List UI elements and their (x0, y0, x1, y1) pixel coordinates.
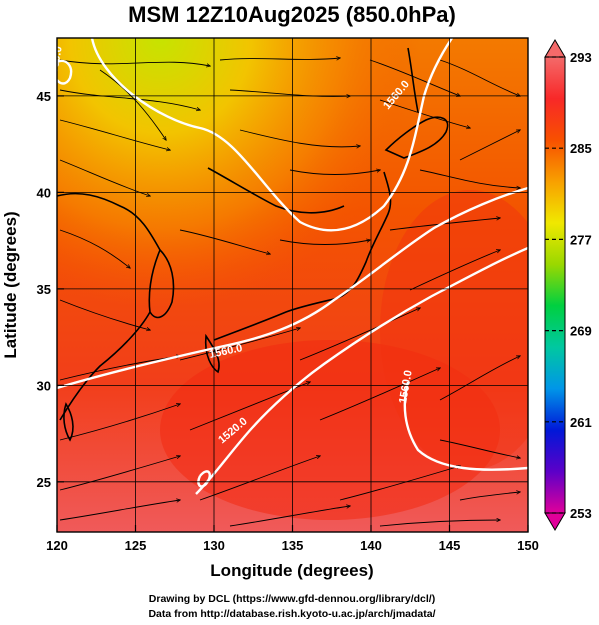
colorbar-tick-label: 293 (570, 50, 592, 65)
y-axis-ticks: 25 30 35 40 45 (37, 89, 64, 490)
colorbar-min-triangle (544, 512, 566, 531)
x-tick-label: 135 (282, 538, 304, 553)
credit-drawing: Drawing by DCL (https://www.gfd-dennou.o… (149, 593, 435, 605)
credit-data-source: Data from http://database.rish.kyoto-u.a… (148, 608, 435, 620)
streamlines (59, 58, 520, 527)
asia-mainland-coast (57, 192, 161, 421)
contour-line-mid (57, 186, 528, 390)
x-axis-label: Longitude (degrees) (210, 561, 373, 580)
colorbar-tick-label: 253 (570, 506, 592, 521)
colorbar-tick-label: 269 (570, 324, 592, 339)
colorbar-tick-label: 261 (570, 415, 592, 430)
sakhalin-coast (407, 47, 419, 113)
contour-line-south (195, 246, 528, 495)
warm-core-east (380, 190, 528, 470)
contour-label: 1560.0 (47, 45, 65, 80)
colorbar-bar (544, 56, 566, 514)
y-tick-label: 40 (37, 185, 51, 200)
colorbar-tick-label: 277 (570, 232, 592, 247)
contour-line-southeast (403, 381, 528, 471)
y-tick-label: 45 (37, 89, 51, 104)
x-axis-ticks: 120 125 130 135 140 145 150 (46, 525, 539, 553)
contour-label: 1560.0 (397, 369, 415, 404)
y-tick-label: 30 (37, 378, 51, 393)
x-tick-label: 150 (517, 538, 539, 553)
y-tick-label: 25 (37, 475, 51, 490)
asia-north-coast (207, 167, 345, 214)
korea-coast (148, 248, 175, 319)
lat-lon-grid (57, 38, 528, 532)
y-axis-label: Latitude (degrees) (1, 211, 20, 358)
x-tick-label: 145 (439, 538, 461, 553)
x-tick-label: 140 (360, 538, 382, 553)
colorbar: 293 285 277 269 261 253 (544, 39, 592, 531)
colorbar-tick-label: 285 (570, 141, 592, 156)
plot-area: 1560.0 1520.0 1560.0 1560.0 1560.0 (47, 38, 528, 532)
plot-title: MSM 12Z10Aug2025 (850.0hPa) (128, 2, 456, 27)
y-tick-label: 35 (37, 282, 51, 297)
x-tick-label: 130 (203, 538, 225, 553)
colorbar-ticks: 293 285 277 269 261 253 (545, 50, 592, 521)
x-tick-label: 120 (46, 538, 68, 553)
japan-kyushu-coast (204, 333, 220, 374)
japan-hokkaido-coast (384, 116, 449, 159)
x-tick-label: 125 (125, 538, 147, 553)
contour-line-ne (57, 59, 73, 85)
colorbar-max-triangle (544, 39, 566, 58)
taiwan-coast (63, 402, 74, 442)
